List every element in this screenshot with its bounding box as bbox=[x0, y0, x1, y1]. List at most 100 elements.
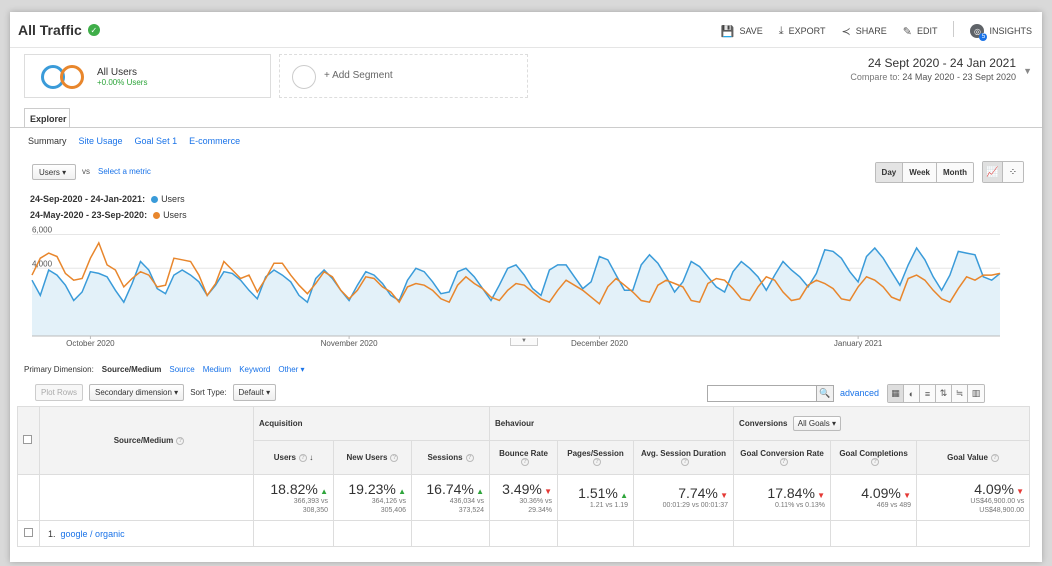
help-icon: ? bbox=[176, 436, 185, 445]
motion-chart-icon[interactable]: ⁘ bbox=[1003, 162, 1023, 182]
dimension-other-dropdown[interactable]: Other ▾ bbox=[278, 365, 305, 374]
arrow-up-icon: ▲ bbox=[476, 486, 485, 496]
export-button[interactable]: ⤓ EXPORT bbox=[778, 24, 826, 37]
total-sessions: 16.74% ▲ 436,034 vs 373,524 bbox=[410, 474, 491, 521]
legend-current: 24-Sep-2020 - 24-Jan-2021: Users bbox=[30, 194, 185, 204]
page-title: All Traffic ✓ bbox=[18, 22, 100, 38]
subtab-site-usage[interactable]: Site Usage bbox=[78, 136, 123, 146]
explorer-subtabs: Summary Site Usage Goal Set 1 E-commerce bbox=[28, 136, 240, 146]
arrow-down-icon: ▼ bbox=[1016, 486, 1025, 496]
total-goal-completions: 4.09% ▼ 469 vs 489 bbox=[830, 474, 918, 521]
table-row: 1. google / organic bbox=[17, 520, 1031, 547]
advanced-filter-link[interactable]: advanced bbox=[840, 388, 880, 398]
comparison-view-icon[interactable]: ⇅ bbox=[936, 385, 952, 402]
edit-button[interactable]: ✎ EDIT bbox=[902, 25, 938, 38]
select-all-checkbox[interactable] bbox=[23, 435, 32, 444]
subtab-goal-set-1[interactable]: Goal Set 1 bbox=[134, 136, 178, 146]
granularity-day-button[interactable]: Day bbox=[875, 163, 904, 182]
granularity-month-button[interactable]: Month bbox=[937, 163, 973, 182]
legend-previous: 24-May-2020 - 23-Sep-2020: Users bbox=[30, 210, 187, 220]
date-range-main: 24 Sept 2020 - 24 Jan 2021 bbox=[867, 56, 1016, 70]
sort-type-select[interactable]: Default ▾ bbox=[232, 384, 277, 401]
help-icon: ? bbox=[593, 458, 602, 467]
dimension-header[interactable]: Source/Medium? bbox=[39, 406, 254, 475]
secondary-dimension-select[interactable]: Secondary dimension ▾ bbox=[89, 384, 185, 401]
total-pages-session: 1.51% ▲ 1.21 vs 1.19 bbox=[557, 474, 635, 521]
report-toolbar: 💾 SAVE ⤓ EXPORT ≺ SHARE ✎ EDIT ◎ 5 INSIGHTS bbox=[720, 21, 1032, 41]
date-range-compare: Compare to: 24 May 2020 - 23 Sept 2020 bbox=[850, 72, 1016, 82]
col-new-users[interactable]: New Users? bbox=[333, 440, 412, 475]
report-header: All Traffic ✓ 💾 SAVE ⤓ EXPORT ≺ SHARE ✎ EDIT… bbox=[10, 12, 1042, 48]
term-cloud-icon[interactable]: ≒ bbox=[952, 385, 968, 402]
share-button[interactable]: ≺ SHARE bbox=[841, 25, 887, 38]
col-bounce-rate[interactable]: Bounce Rate? bbox=[489, 440, 559, 475]
insights-button[interactable]: ◎ 5 INSIGHTS bbox=[970, 24, 1032, 41]
primary-dimension-current: Source/Medium bbox=[101, 365, 162, 374]
arrow-down-icon: ▼ bbox=[903, 491, 912, 500]
pivot-view-icon[interactable]: ▥ bbox=[968, 385, 984, 402]
help-icon: ? bbox=[521, 458, 530, 467]
save-button[interactable]: 💾 SAVE bbox=[720, 25, 763, 38]
y-tick-label: 6,000 bbox=[32, 225, 53, 234]
x-tick-label: January 2021 bbox=[834, 339, 883, 348]
col-goal-conversion-rate[interactable]: Goal Conversion Rate? bbox=[733, 440, 832, 475]
x-tick-label: December 2020 bbox=[571, 339, 628, 348]
date-range-picker[interactable]: 24 Sept 2020 - 24 Jan 2021 Compare to: 2… bbox=[850, 56, 1016, 82]
arrow-up-icon: ▲ bbox=[320, 486, 328, 496]
subtab-ecommerce[interactable]: E-commerce bbox=[189, 136, 241, 146]
subtab-summary[interactable]: Summary bbox=[28, 136, 67, 146]
col-pages-session[interactable]: Pages/Session? bbox=[557, 440, 635, 475]
granularity-week-button[interactable]: Week bbox=[903, 163, 937, 182]
row-source-link[interactable]: google / organic bbox=[60, 528, 125, 539]
dimension-source-link[interactable]: Source bbox=[169, 365, 195, 374]
arrow-down-icon: ▼ bbox=[817, 491, 826, 500]
segment-all-users[interactable]: All Users +0.00% Users bbox=[24, 54, 271, 98]
col-goal-completions[interactable]: Goal Completions? bbox=[830, 440, 918, 475]
col-goal-value[interactable]: Goal Value? bbox=[916, 440, 1031, 475]
help-icon: ? bbox=[299, 453, 307, 462]
metric-select[interactable]: Users ▾ bbox=[32, 164, 76, 180]
help-icon: ? bbox=[465, 453, 474, 462]
col-avg-session-duration[interactable]: Avg. Session Duration? bbox=[633, 440, 735, 475]
dimension-keyword-link[interactable]: Keyword bbox=[239, 365, 271, 374]
help-icon: ? bbox=[779, 458, 788, 467]
table-view-toggle: ▦ ◐ ≡ ⇅ ≒ ▥ bbox=[887, 384, 985, 403]
insights-badge: 5 bbox=[979, 33, 988, 41]
arrow-up-icon: ▲ bbox=[398, 486, 406, 496]
total-new-users: 19.23% ▲ 364,126 vs 305,406 bbox=[333, 474, 412, 521]
date-range-caret-icon[interactable]: ▼ bbox=[1023, 66, 1032, 76]
help-icon: ? bbox=[681, 458, 690, 467]
percentage-view-icon[interactable]: ◐ bbox=[904, 385, 920, 402]
select-metric-link[interactable]: Select a metric bbox=[98, 167, 151, 176]
conversions-header: Conversions All Goals ▾ bbox=[733, 406, 1031, 441]
arrow-up-icon: ▲ bbox=[620, 491, 629, 500]
line-chart-icon[interactable]: 📈 bbox=[983, 162, 1003, 182]
row-checkbox[interactable] bbox=[24, 528, 33, 537]
col-users[interactable]: Users? ↓ bbox=[253, 440, 334, 475]
sort-desc-icon: ↓ bbox=[309, 453, 314, 462]
y-tick-label: 4,000 bbox=[32, 259, 53, 268]
search-icon[interactable]: 🔍 bbox=[817, 385, 834, 402]
vs-label: vs bbox=[82, 167, 90, 176]
total-avg-session-duration: 7.74% ▼ 00:01:29 vs 00:01:37 bbox=[633, 474, 735, 521]
plot-rows-button[interactable]: Plot Rows bbox=[35, 384, 84, 401]
help-icon: ? bbox=[871, 458, 880, 467]
col-sessions[interactable]: Sessions? bbox=[410, 440, 491, 475]
table-header-groups: Source/Medium? Acquisition Behaviour Con… bbox=[17, 406, 1031, 475]
table-search-input[interactable] bbox=[707, 385, 817, 402]
share-icon: ≺ bbox=[841, 25, 851, 38]
acquisition-header: Acquisition bbox=[252, 406, 491, 441]
chart-expand-handle[interactable]: ▼ bbox=[510, 338, 538, 346]
performance-view-icon[interactable]: ≡ bbox=[920, 385, 936, 402]
total-users: 18.82% ▲ 366,393 vs 308,350 bbox=[253, 474, 334, 521]
add-segment-button[interactable]: + Add Segment bbox=[279, 54, 528, 98]
data-view-icon[interactable]: ▦ bbox=[888, 385, 904, 402]
goals-select[interactable]: All Goals ▾ bbox=[792, 416, 842, 431]
help-icon: ? bbox=[991, 453, 999, 462]
empty-segment-circle-icon bbox=[292, 65, 316, 89]
pencil-icon: ✎ bbox=[902, 25, 912, 38]
tab-explorer[interactable]: Explorer bbox=[24, 108, 70, 128]
segment-name: All Users bbox=[97, 67, 138, 78]
dimension-medium-link[interactable]: Medium bbox=[202, 365, 232, 374]
table-controls: Plot Rows Secondary dimension ▾ Sort Typ… bbox=[35, 384, 277, 401]
